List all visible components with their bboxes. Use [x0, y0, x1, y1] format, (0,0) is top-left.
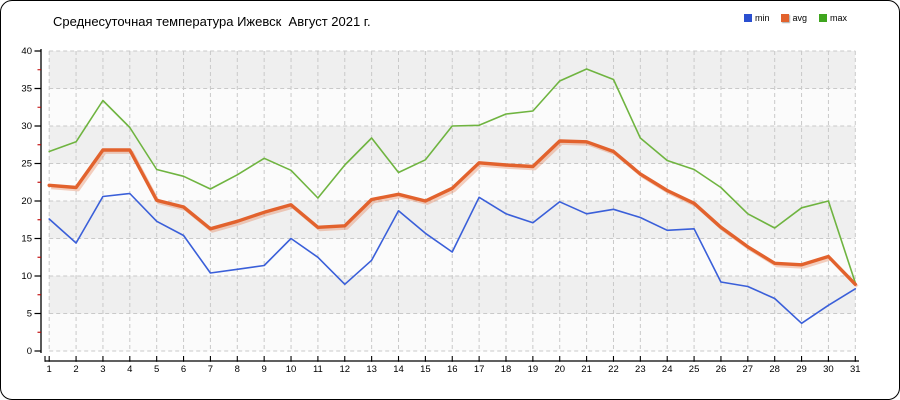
x-tick-label: 3 — [100, 364, 105, 375]
x-tick-label: 15 — [420, 364, 431, 375]
y-tick-label: 5 — [27, 309, 32, 320]
series-max — [48, 68, 857, 284]
x-tick-label: 4 — [127, 364, 132, 375]
x-tick-label: 31 — [850, 364, 861, 375]
x-tick-label: 25 — [689, 364, 700, 375]
x-tick-label: 26 — [716, 364, 727, 375]
y-tick-label: 0 — [27, 346, 32, 357]
series-min — [48, 192, 857, 325]
legend-item-max: max — [818, 13, 847, 23]
y-tick-label: 35 — [21, 84, 32, 95]
chart-legend: min avg max — [743, 13, 847, 23]
y-tick-label: 30 — [21, 121, 32, 132]
x-tick-label: 17 — [474, 364, 485, 375]
x-tick-label: 10 — [286, 364, 297, 375]
legend-item-min: min — [743, 13, 770, 23]
x-tick-label: 27 — [743, 364, 754, 375]
y-tick-label: 25 — [21, 159, 32, 170]
y-tick-label: 15 — [21, 234, 32, 245]
x-tick-label: 1 — [47, 364, 52, 375]
x-tick-label: 14 — [393, 364, 404, 375]
x-tick-label: 28 — [769, 364, 780, 375]
x-tick-label: 21 — [581, 364, 592, 375]
x-tick-label: 30 — [823, 364, 834, 375]
x-axis: 1 2 3 4 5 6 7 8 9 10 11 12 13 14 15 16 17 18 19 20 21 22 23 24 2… — [44, 356, 861, 375]
min-series-swatch-icon — [743, 14, 752, 22]
x-tick-label: 5 — [154, 364, 159, 375]
legend-item-avg: avg — [781, 13, 807, 23]
x-tick-label: 13 — [366, 364, 377, 375]
legend-label-max: max — [829, 13, 847, 23]
x-tick-label: 24 — [662, 364, 673, 375]
x-tick-label: 8 — [235, 364, 240, 375]
x-tick-label: 23 — [635, 364, 646, 375]
x-tick-label: 7 — [208, 364, 213, 375]
series-avg — [47, 139, 859, 288]
x-tick-label: 6 — [181, 364, 186, 375]
max-series-swatch-icon — [818, 14, 827, 22]
y-axis: 0 5 10 15 20 25 30 35 40 — [21, 46, 42, 357]
x-tick-label: 22 — [608, 364, 619, 375]
x-tick-label: 2 — [73, 364, 78, 375]
x-tick-label: 16 — [447, 364, 458, 375]
y-tick-label: 10 — [21, 271, 32, 282]
y-tick-label: 20 — [21, 196, 32, 207]
chart-title: Среднесуточная температура Ижевск Август… — [53, 14, 371, 29]
x-tick-label: 19 — [528, 364, 539, 375]
avg-series-swatch-icon — [781, 14, 790, 22]
x-tick-label: 11 — [313, 364, 323, 375]
x-tick-label: 20 — [554, 364, 565, 375]
x-tick-label: 18 — [501, 364, 512, 375]
x-tick-label: 12 — [339, 364, 350, 375]
x-tick-label: 29 — [796, 364, 807, 375]
y-tick-label: 40 — [21, 46, 32, 57]
legend-label-avg: avg — [792, 13, 807, 23]
legend-label-min: min — [754, 13, 770, 23]
x-tick-label: 9 — [262, 364, 267, 375]
